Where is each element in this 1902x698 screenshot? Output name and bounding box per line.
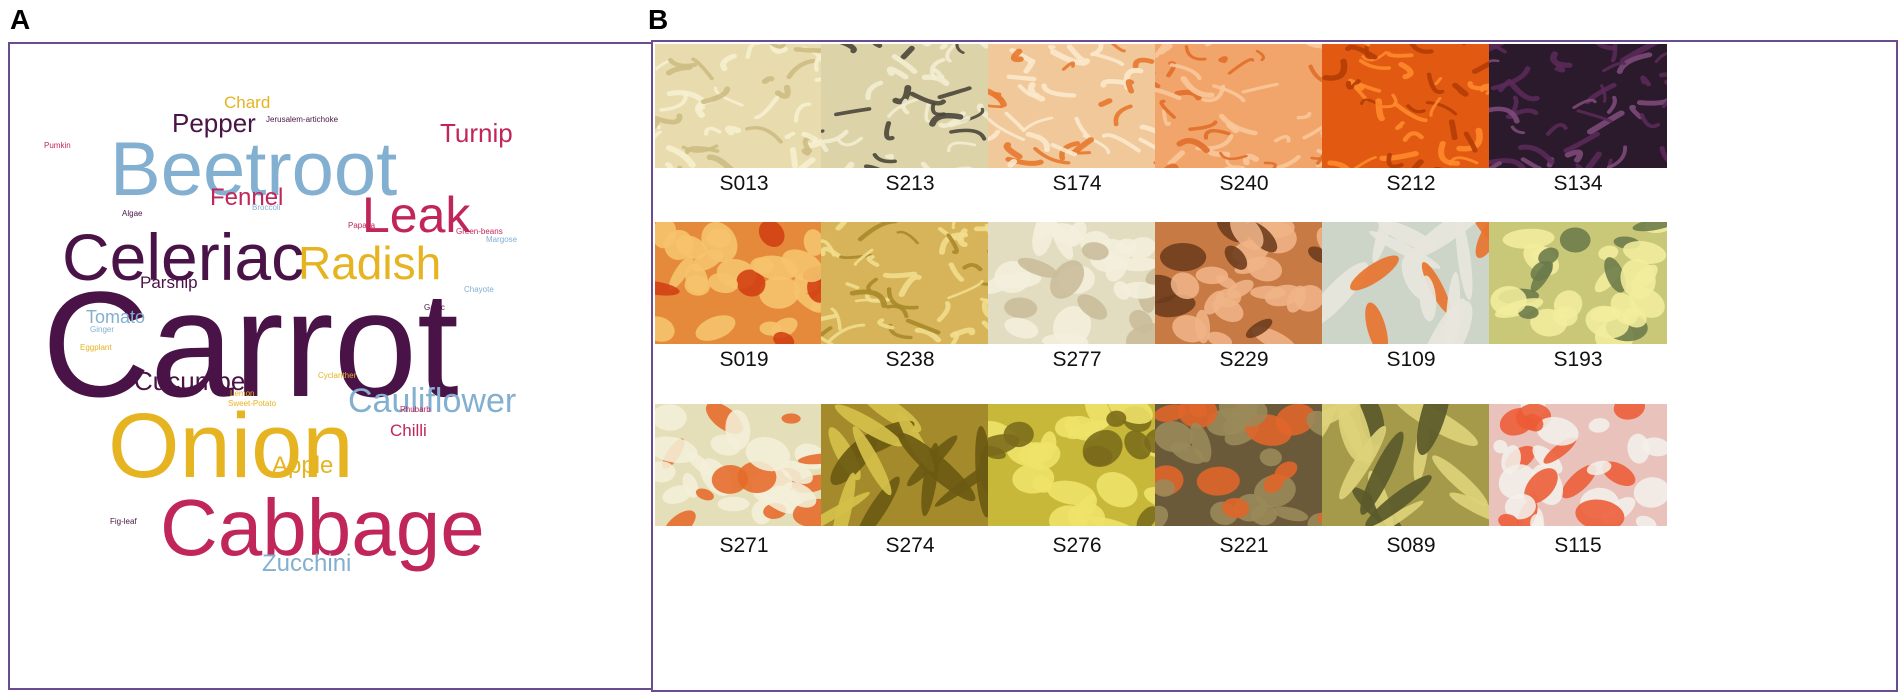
sample-caption-s019: S019 [719, 348, 769, 371]
word-pumkin: Pumkin [44, 141, 71, 150]
word-ginger: Ginger [90, 325, 115, 334]
sample-caption-s240: S240 [1219, 172, 1269, 195]
sample-caption-s238: S238 [885, 348, 935, 371]
sample-photo-s193 [1489, 222, 1667, 344]
word-garlic: Garlic [424, 303, 445, 312]
sample-caption-s277: S277 [1052, 348, 1102, 371]
sample-photo-s115 [1489, 404, 1667, 526]
word-green-beans: Green-beans [456, 227, 503, 236]
word-leak: Leak [362, 187, 471, 243]
word-turnip: Turnip [440, 118, 513, 148]
word-celeriac: Celeriac [62, 220, 305, 294]
word-chayote: Chayote [464, 285, 494, 294]
sample-photo-s277 [988, 222, 1166, 344]
word-parsnip: Parsnip [140, 273, 198, 292]
word-cabbage: Cabbage [160, 483, 485, 572]
word-apple: Apple [272, 452, 334, 479]
word-pepper: Pepper [172, 108, 256, 138]
word-algae: Algae [122, 209, 143, 218]
word-margose: Margose [486, 235, 518, 244]
word-rhubarb: Rhubarb [400, 405, 431, 414]
word-cucumber: Cucumber [134, 366, 254, 396]
sample-caption-s013: S013 [719, 172, 769, 195]
sample-photo-s229 [1155, 222, 1333, 344]
sample-photo-s274 [821, 404, 999, 526]
panel-label-a: A [10, 4, 31, 35]
word-eggplant: Eggplant [80, 343, 112, 352]
sample-caption-s212: S212 [1386, 172, 1436, 195]
sample-photo-s174 [988, 44, 1166, 168]
sample-caption-s109: S109 [1386, 348, 1436, 371]
word-beetroot: Beetroot [110, 127, 398, 212]
word-jerusalem-artichoke: Jerusalem-artichoke [266, 115, 339, 124]
sample-photo-s013 [655, 44, 833, 168]
sample-caption-s274: S274 [885, 534, 935, 557]
sample-photo-grid: S013 S213 S174 S240 S212 S134 S019 S238 S277 S229… [651, 40, 1898, 692]
sample-caption-s089: S089 [1386, 534, 1436, 557]
sample-caption-s221: S221 [1219, 534, 1269, 557]
word-papaya: Papaya [348, 221, 376, 230]
panel-label-b: B [648, 4, 669, 35]
sample-photo-s134 [1489, 44, 1667, 168]
sample-photo-s213 [821, 44, 999, 168]
sample-caption-s271: S271 [719, 534, 769, 557]
word-zucchini: Zucchini [262, 550, 352, 577]
sample-photo-s238 [821, 222, 999, 344]
sample-caption-s174: S174 [1052, 172, 1102, 195]
sample-photo-s019 [655, 222, 833, 344]
sample-photo-s109 [1322, 222, 1500, 344]
word-radish: Radish [298, 237, 442, 289]
sample-caption-s229: S229 [1219, 348, 1269, 371]
sample-photo-s271 [655, 404, 833, 526]
sample-photo-s240 [1155, 44, 1333, 168]
word-tomato: Tomato [86, 307, 146, 327]
word-lemon: Lemon [230, 389, 255, 398]
word-cloud: Carrot Onion Cabbage Beetroot Celeriac Leak Ra… [10, 44, 651, 688]
sample-caption-s213: S213 [885, 172, 935, 195]
sample-photo-s089 [1322, 404, 1500, 526]
word-carrot: Carrot [42, 260, 459, 428]
word-onion: Onion [108, 395, 354, 497]
word-fig-leaf: Fig-leaf [110, 517, 137, 526]
word-sweet-potato: Sweet-Potato [228, 399, 277, 408]
word-chard: Chard [224, 93, 271, 112]
sample-photo-s212 [1322, 44, 1500, 168]
sample-caption-s193: S193 [1553, 348, 1603, 371]
sample-caption-s134: S134 [1553, 172, 1603, 195]
sample-caption-s115: S115 [1554, 534, 1602, 557]
word-chilli: Chilli [390, 421, 427, 440]
word-fennel: Fennel [210, 184, 284, 211]
sample-photo-s221 [1155, 404, 1333, 526]
sample-photo-s276 [988, 404, 1166, 526]
word-broccoli: Broccoli [252, 203, 281, 212]
word-cloud-panel: Carrot Onion Cabbage Beetroot Celeriac Leak Ra… [8, 42, 653, 690]
word-cyclanther: Cyclanther [318, 371, 357, 380]
sample-caption-s276: S276 [1052, 534, 1102, 557]
word-cauliflower: Cauliflower [348, 382, 517, 420]
